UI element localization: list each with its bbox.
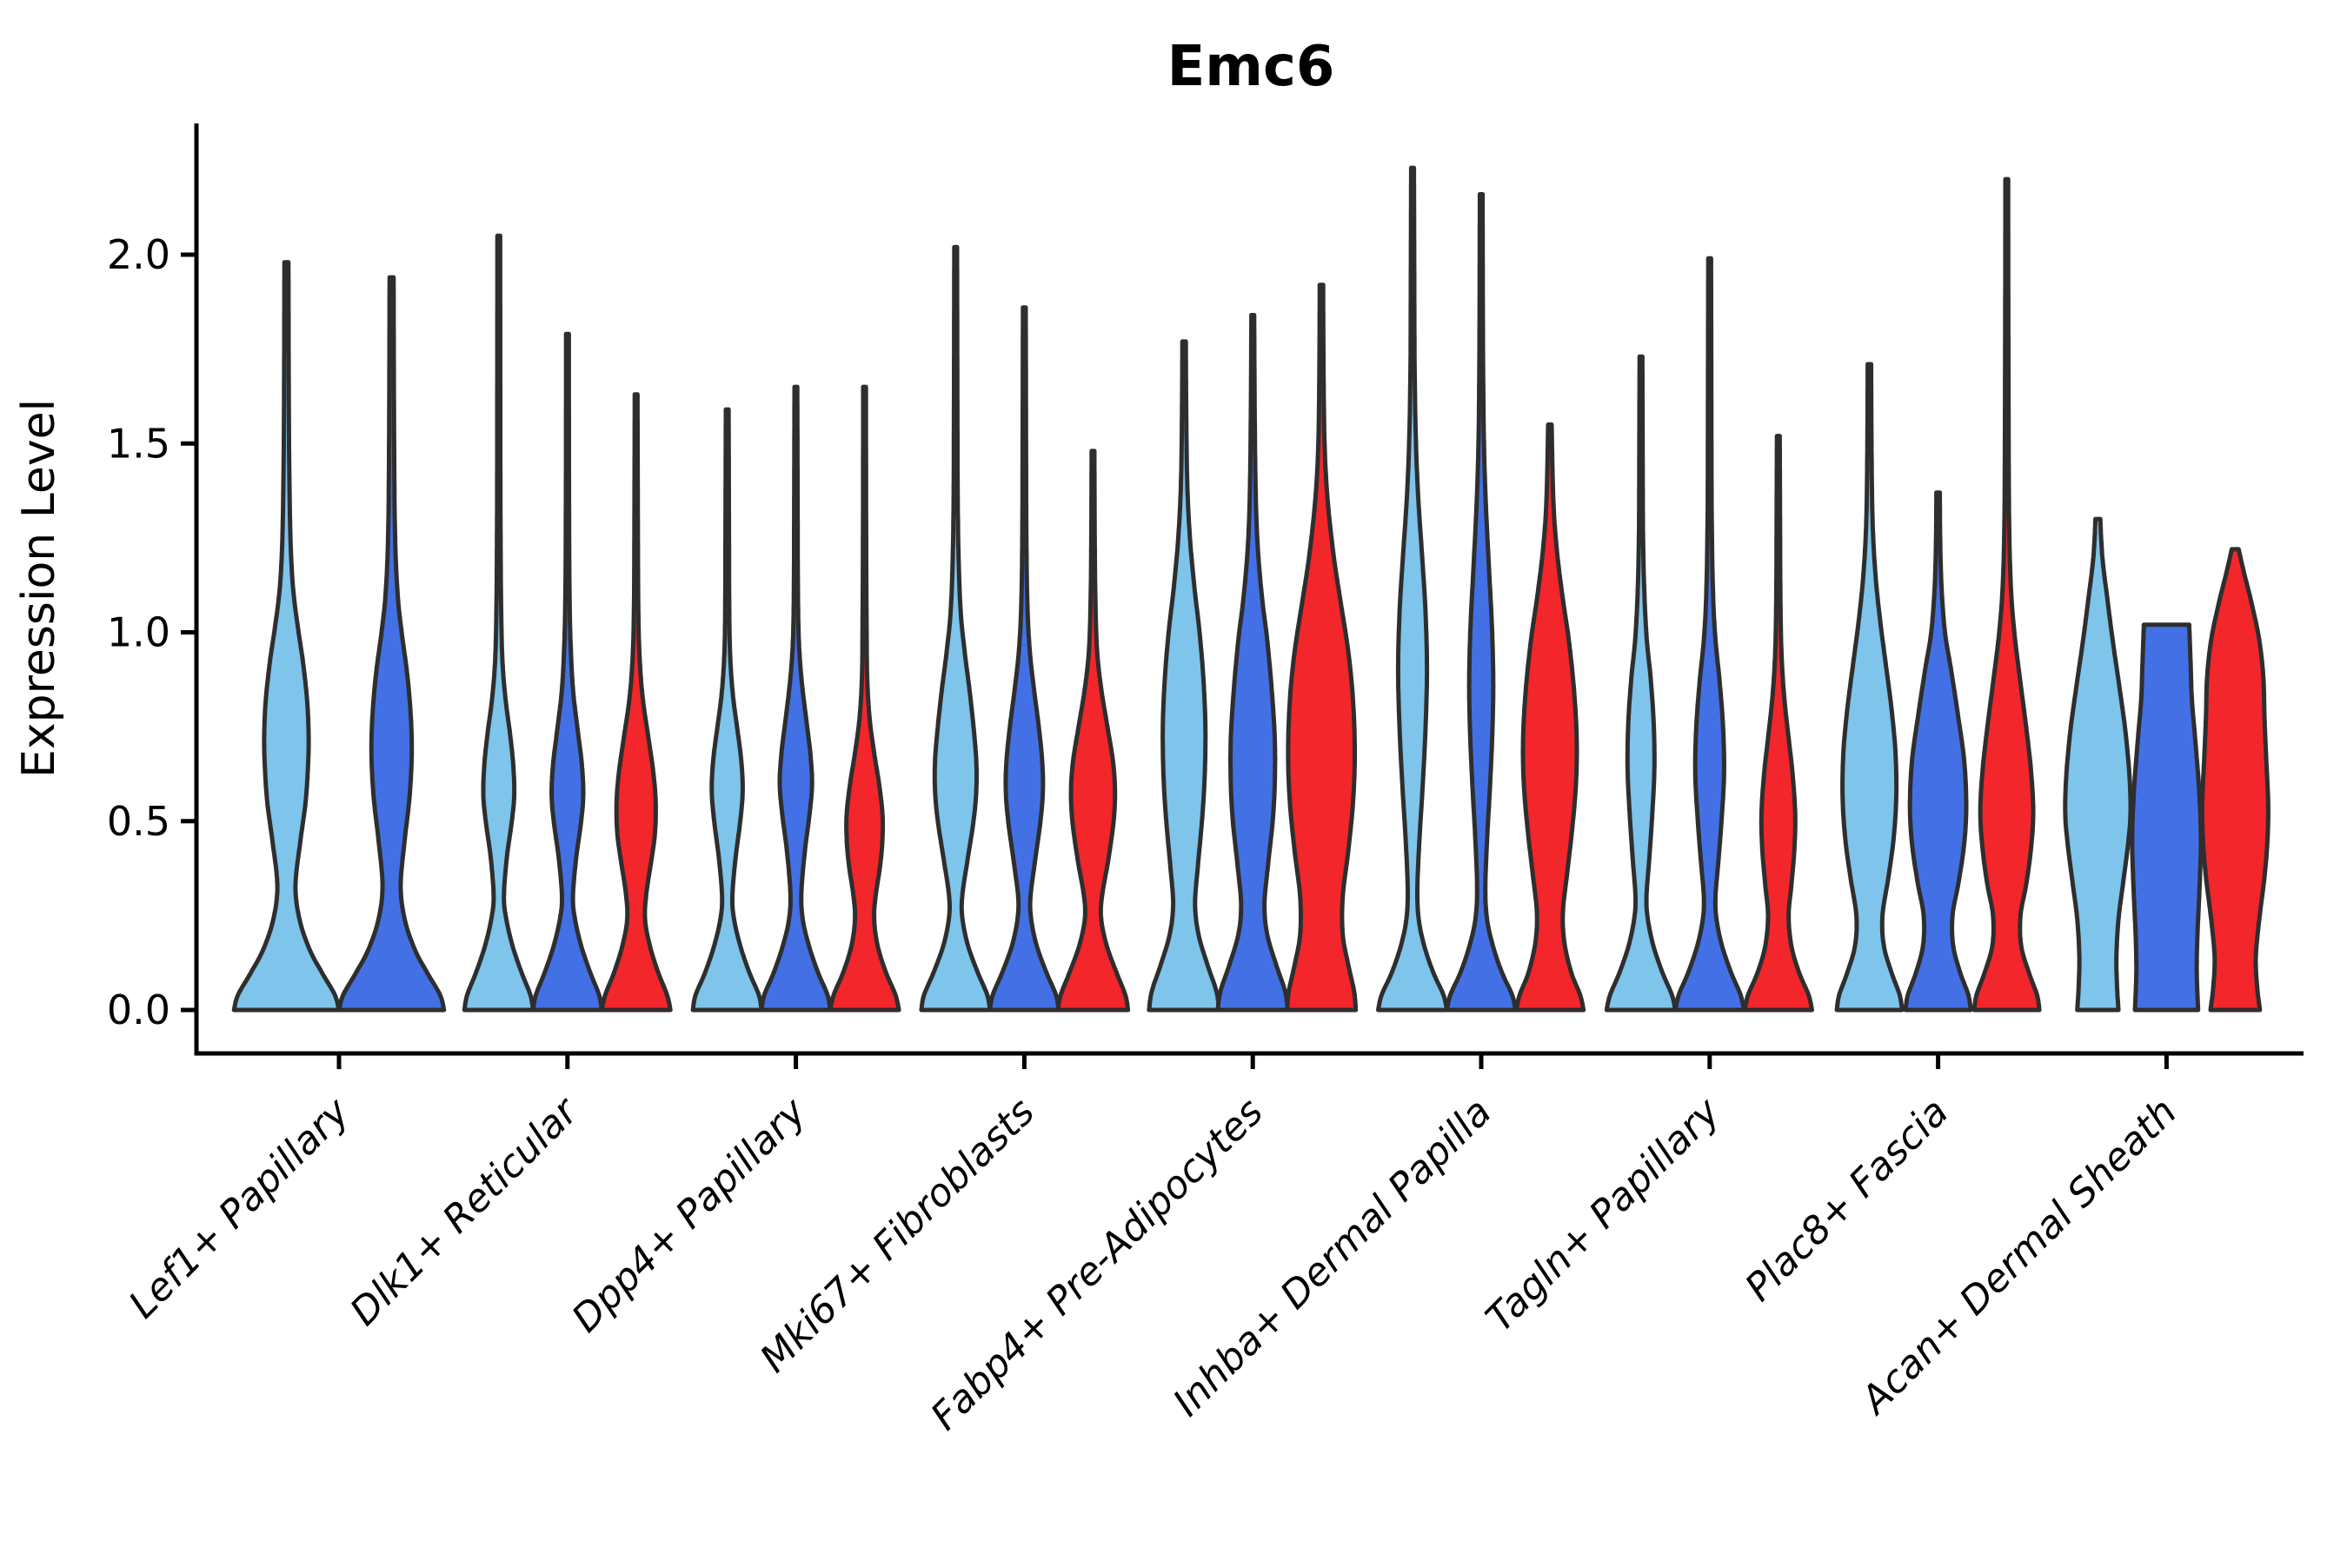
y-tick-label: 2.0	[107, 231, 170, 278]
violin-4-light-blue	[919, 244, 993, 1013]
violin-9-light-blue	[2063, 516, 2133, 1013]
violin-7-light-blue	[1604, 354, 1678, 1013]
violin-5-red	[1285, 282, 1359, 1013]
violin-2-dark-blue	[530, 331, 604, 1013]
x-tick-label-8: Plac8+ Fascia	[1737, 1090, 1957, 1310]
violin-5-dark-blue	[1215, 313, 1290, 1013]
violin-2-light-blue	[462, 233, 535, 1013]
violin-7-red	[1742, 434, 1814, 1013]
violin-4-red	[1055, 448, 1131, 1013]
violin-3-red	[828, 384, 901, 1013]
violin-4-dark-blue	[987, 305, 1061, 1013]
y-tick-label: 0.5	[107, 798, 170, 845]
violin-6-light-blue	[1376, 165, 1449, 1013]
x-tick-label-7: Tagln+ Papillary	[1478, 1089, 1729, 1340]
violin-8-red	[1971, 176, 2042, 1013]
violin-1-dark-blue	[336, 275, 447, 1013]
violin-1-light-blue	[231, 260, 342, 1013]
y-tick-label: 0.0	[107, 987, 170, 1033]
violin-3-light-blue	[690, 407, 764, 1013]
violin-6-red	[1513, 422, 1586, 1013]
y-axis-ticks: 0.0 0.5 1.0 1.5 2.0	[107, 231, 196, 1033]
violin-9-red	[2199, 547, 2271, 1013]
y-tick-label: 1.5	[107, 420, 170, 467]
violin-6-dark-blue	[1445, 192, 1518, 1013]
violin-3-dark-blue	[759, 384, 833, 1013]
x-tick-label-2: Dlk1+ Reticular	[342, 1088, 588, 1334]
violin-8-dark-blue	[1903, 490, 1973, 1013]
x-tick-label-1: Lef1+ Papillary	[121, 1089, 359, 1327]
violin-2-red	[599, 392, 673, 1013]
x-tick-label-3: Dpp4+ Papillary	[563, 1089, 815, 1341]
violin-7-dark-blue	[1672, 256, 1746, 1013]
violins-layer	[231, 165, 2271, 1013]
violin-8-light-blue	[1834, 362, 1905, 1013]
violin-5-light-blue	[1147, 339, 1221, 1013]
chart-title: Emc6	[1167, 35, 1335, 99]
y-tick-label: 1.0	[107, 609, 170, 656]
y-axis-label: Expression Level	[13, 399, 65, 778]
violin-9-dark-blue	[2130, 622, 2204, 1013]
